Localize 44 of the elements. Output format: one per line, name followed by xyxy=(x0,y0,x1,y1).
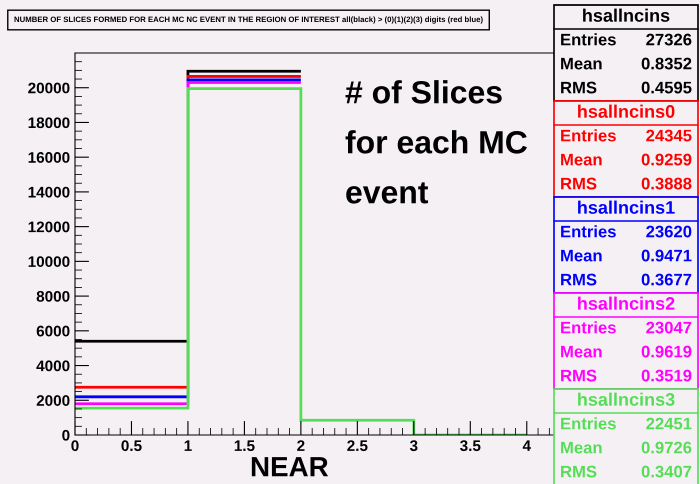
text: RMS 0.3888 xyxy=(561,178,692,190)
text: RMS 0.4595 xyxy=(561,82,692,94)
text: Entries 22451 xyxy=(561,417,692,430)
y-tick-label: 0 xyxy=(62,430,70,441)
annotation: # of Slices xyxy=(346,80,502,104)
y-tick-label: 16000 xyxy=(28,152,70,163)
text: Mean 0.9471 xyxy=(561,250,692,262)
text: Entries 23620 xyxy=(561,225,692,238)
text: RMS 0.3677 xyxy=(561,274,692,286)
text: hsallncins0 xyxy=(578,104,674,118)
x-tick-label: 3 xyxy=(410,440,418,452)
x-tick-label: 0.5 xyxy=(121,440,142,452)
y-tick-label: 12000 xyxy=(28,222,70,232)
y-tick-label: 6000 xyxy=(36,326,70,337)
y-tick-label: 8000 xyxy=(36,290,70,302)
text: NEAR xyxy=(252,457,328,476)
annotation: event xyxy=(346,182,428,204)
text: Mean 0.9259 xyxy=(561,154,692,166)
y-tick-label: 2000 xyxy=(36,395,70,406)
text: Mean 0.9726 xyxy=(561,442,692,454)
y-tick-label: 20000 xyxy=(28,82,70,94)
annotation: for each MC xyxy=(346,130,527,154)
x-tick-label: 2 xyxy=(297,440,305,451)
text: RMS 0.3407 xyxy=(561,466,692,478)
x-tick-label: 2.5 xyxy=(347,440,368,452)
y-tick-label: 10000 xyxy=(28,256,70,268)
text: Entries 24345 xyxy=(561,129,692,142)
text: hsallncins1 xyxy=(578,200,675,214)
x-tick-label: 3.5 xyxy=(460,440,480,452)
x-tick-label: 1 xyxy=(184,440,192,451)
y-tick-label: 18000 xyxy=(28,117,70,128)
text: hsallncins2 xyxy=(578,296,674,310)
y-tick-label: 14000 xyxy=(28,186,70,198)
text: Mean 0.8352 xyxy=(561,58,692,70)
y-tick-label: 4000 xyxy=(36,360,70,372)
text: hsallncins xyxy=(583,8,670,22)
text: RMS 0.3519 xyxy=(561,370,692,382)
x-tick-label: 4 xyxy=(522,440,531,451)
x-tick-label: 1.5 xyxy=(234,440,255,452)
text: Entries 27326 xyxy=(561,33,692,46)
text: hsallncins3 xyxy=(578,392,675,406)
x-tick-label: 0 xyxy=(71,440,79,452)
text: Entries 23047 xyxy=(561,321,692,334)
text: Mean 0.9619 xyxy=(561,346,692,358)
